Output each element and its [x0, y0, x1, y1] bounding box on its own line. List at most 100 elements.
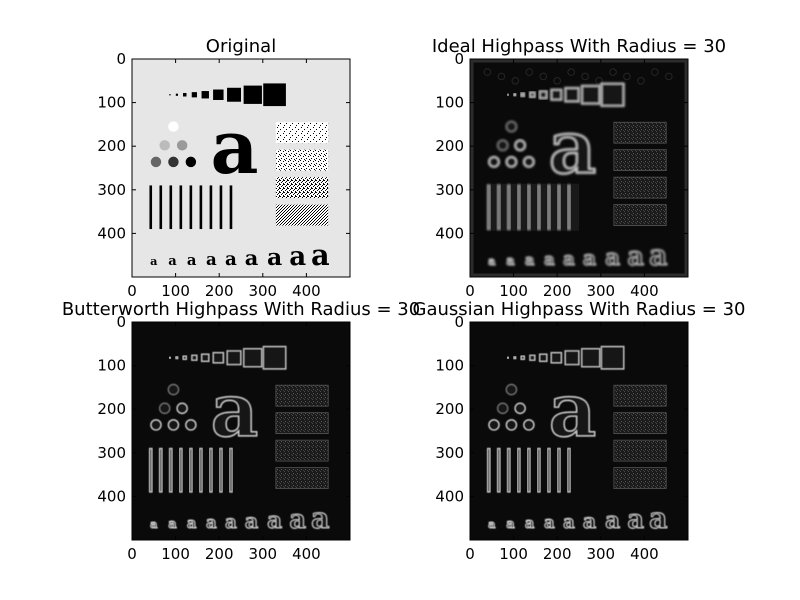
axes-frame: [469, 58, 689, 278]
test-circle: [487, 155, 501, 168]
small-letter: a: [649, 238, 668, 272]
y-tick-label: 200: [435, 137, 464, 155]
test-bar: [547, 447, 551, 493]
y-tick-label: 400: [435, 224, 464, 242]
small-letter: a: [506, 517, 515, 532]
small-letter: a: [488, 254, 496, 268]
large-letter: a: [548, 367, 596, 454]
ringing-artifact: [651, 68, 659, 76]
test-bar: [536, 184, 541, 230]
y-tick-label: 300: [435, 444, 464, 462]
test-bar: [526, 184, 531, 230]
x-tick-label: 200: [205, 545, 234, 563]
small-letter: a: [627, 241, 644, 272]
ringing-artifact: [595, 76, 603, 85]
y-tick-label: 0: [116, 313, 126, 331]
test-circle: [514, 139, 527, 152]
test-bar: [168, 447, 173, 493]
y-tick-label: 300: [97, 181, 126, 199]
test-square: [262, 345, 287, 370]
axes-frame: [469, 321, 689, 541]
x-tick-label: 300: [586, 282, 615, 300]
test-square: [201, 91, 209, 99]
x-tick-label: 0: [127, 282, 137, 300]
test-square: [200, 353, 210, 363]
test-bar: [219, 447, 223, 493]
noise-rectangle: [275, 439, 329, 462]
test-square: [550, 351, 563, 364]
noise-rectangle: [613, 121, 667, 144]
test-bar: [169, 185, 173, 230]
y-tick-label: 400: [97, 487, 126, 505]
test-square: [520, 92, 526, 98]
test-circle: [496, 139, 509, 152]
small-letter: a: [506, 254, 515, 269]
y-tick-label: 0: [454, 50, 464, 68]
test-circle: [522, 155, 535, 168]
y-tick-label: 100: [97, 94, 126, 112]
small-letter: a: [605, 506, 620, 534]
bar-ringing: [485, 183, 579, 231]
noise-rectangle: [275, 384, 329, 407]
test-circle: [185, 419, 197, 431]
small-letter: a: [245, 508, 259, 533]
test-circle: [176, 402, 188, 415]
test-bar: [546, 184, 552, 230]
small-letter: a: [311, 238, 330, 272]
y-tick-label: 400: [435, 487, 464, 505]
test-square: [600, 82, 625, 107]
x-tick-label: 200: [543, 545, 572, 563]
test-circle: [167, 419, 180, 431]
x-tick-label: 100: [161, 545, 190, 563]
test-square: [513, 92, 517, 97]
test-bar: [516, 184, 521, 230]
test-square: [169, 94, 171, 96]
small-letter: a: [245, 245, 259, 270]
small-letter: a: [525, 252, 535, 269]
y-tick-label: 200: [97, 137, 126, 155]
ringing-border: [470, 59, 688, 277]
noise-rectangle: [613, 176, 667, 199]
small-letter: a: [649, 501, 668, 535]
small-letter: a: [544, 512, 555, 532]
x-tick-label: 100: [499, 282, 528, 300]
test-circle: [159, 140, 170, 151]
small-letter: a: [289, 241, 306, 272]
test-square: [513, 356, 517, 360]
small-letter: a: [225, 512, 237, 533]
small-letter: a: [525, 515, 535, 532]
small-letter: a: [150, 254, 158, 268]
axes-frame: [131, 58, 351, 278]
x-tick-label: 400: [630, 545, 659, 563]
ringing-artifact: [623, 72, 631, 81]
axes-frame: [131, 321, 351, 541]
ringing-artifact: [581, 72, 589, 81]
test-circle: [523, 419, 535, 431]
test-circle: [167, 383, 180, 396]
noise-rectangle: [613, 467, 667, 489]
x-tick-label: 0: [465, 282, 475, 300]
x-tick-label: 200: [543, 282, 572, 300]
test-square: [538, 353, 548, 363]
panel-title: Butterworth Highpass With Radius = 30: [62, 299, 420, 320]
test-bar: [566, 184, 572, 230]
ringing-artifact: [609, 68, 617, 76]
panel-title: Original: [206, 36, 276, 57]
test-circle: [168, 121, 179, 132]
panel-image: aa a a a a a a a a: [470, 59, 688, 277]
test-circle: [505, 419, 518, 431]
small-letter: a: [563, 512, 575, 533]
noise-rectangle: [613, 204, 667, 226]
test-bar: [506, 447, 511, 493]
noise-rectangle: [275, 467, 329, 489]
test-square: [243, 85, 262, 104]
test-bar: [496, 447, 501, 493]
test-bar: [189, 185, 193, 230]
test-square: [529, 354, 536, 361]
noise-rectangle: [275, 122, 329, 144]
test-square: [213, 89, 224, 100]
test-square: [168, 356, 172, 359]
